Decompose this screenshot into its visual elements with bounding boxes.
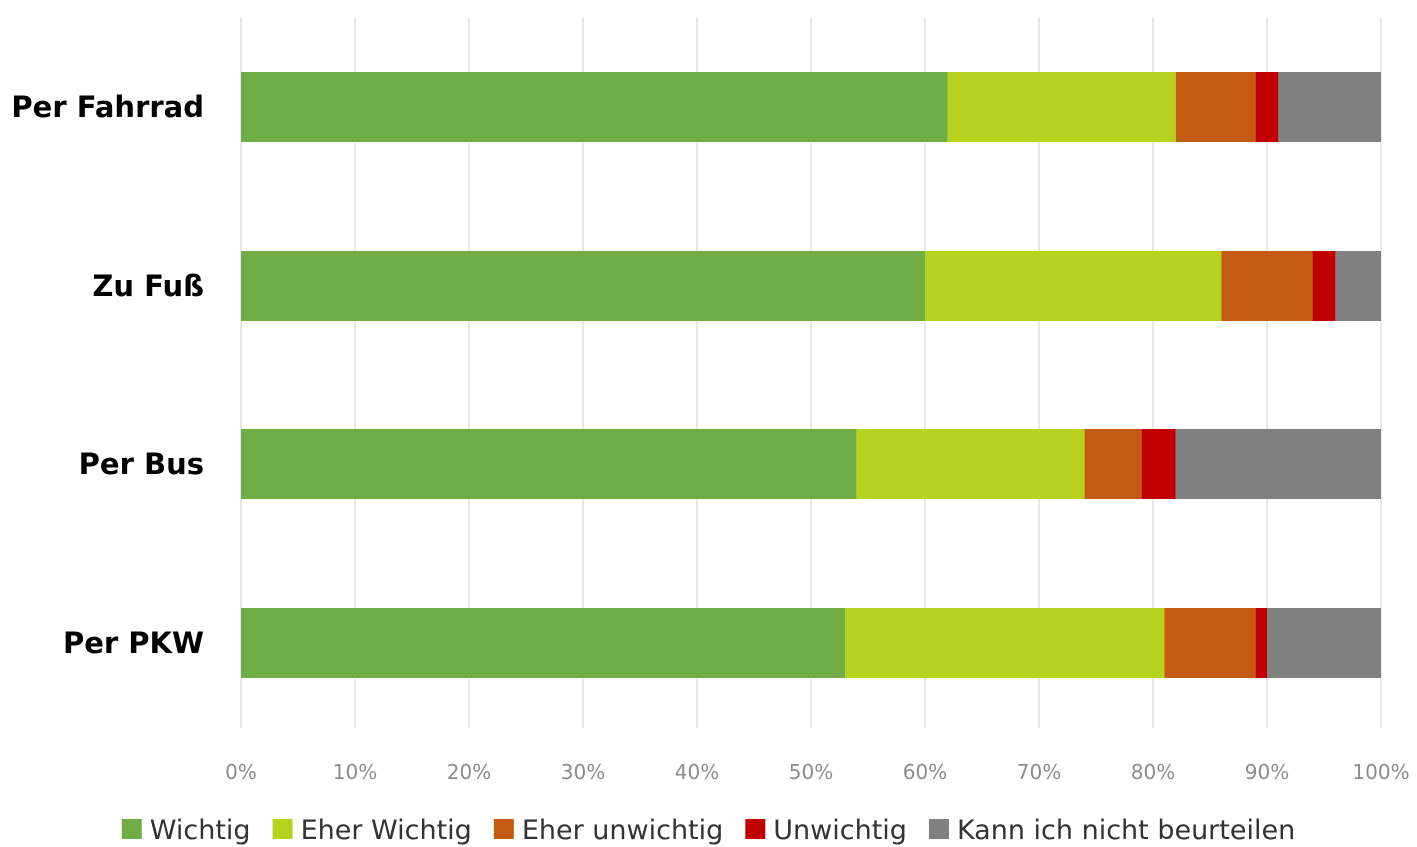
legend-item-1: Eher Wichtig xyxy=(272,815,472,846)
x-tick-label: 90% xyxy=(1245,760,1289,784)
x-tick-label: 30% xyxy=(561,760,605,784)
x-tick-label: 100% xyxy=(1352,760,1409,784)
legend-label: Eher unwichtig xyxy=(522,815,723,846)
x-tick-label: 50% xyxy=(789,760,833,784)
bar-segment-1-1 xyxy=(925,251,1222,321)
bar-segment-2-0 xyxy=(241,429,857,499)
bar-segment-1-3 xyxy=(1312,251,1336,321)
legend-item-0: Wichtig xyxy=(121,815,251,846)
x-tick-label: 70% xyxy=(1017,760,1061,784)
legend-swatch xyxy=(121,819,142,839)
bar-segment-3-0 xyxy=(241,608,846,678)
legend-item-4: Kann ich nicht beurteilen xyxy=(928,815,1295,846)
category-labels: Per Fahrrad Zu Fuß Per Bus Per PKW xyxy=(11,90,204,660)
bar-segment-1-0 xyxy=(241,251,925,321)
bar-segment-0-1 xyxy=(947,72,1176,142)
x-tick-label: 0% xyxy=(225,760,257,784)
bar-segment-2-1 xyxy=(856,429,1085,499)
legend-label: Wichtig xyxy=(150,815,251,846)
legend-swatch xyxy=(745,819,766,839)
bar-segment-0-0 xyxy=(241,72,948,142)
bar-segment-3-3 xyxy=(1255,608,1267,678)
bar-segment-0-4 xyxy=(1278,72,1381,142)
bar-segment-2-2 xyxy=(1084,429,1142,499)
bar-segment-2-4 xyxy=(1175,429,1381,499)
legend-label: Eher Wichtig xyxy=(301,815,472,846)
x-tick-label: 60% xyxy=(903,760,947,784)
x-axis-tick-labels: 0% 10% 20% 30% 40% 50% 60% 70% 80% 90% 100% xyxy=(225,760,1409,784)
bar-segment-3-1 xyxy=(845,608,1165,678)
bar-segment-2-3 xyxy=(1141,429,1176,499)
legend-swatch xyxy=(928,819,949,839)
category-label: Per Bus xyxy=(79,447,204,481)
legend-swatch xyxy=(272,819,293,839)
legend-label: Unwichtig xyxy=(773,815,907,846)
legend: Wichtig Eher Wichtig Eher unwichtig Unwicht… xyxy=(121,815,1295,846)
bar-segment-1-4 xyxy=(1335,251,1381,321)
x-tick-label: 20% xyxy=(447,760,491,784)
bar-segment-3-2 xyxy=(1164,608,1256,678)
bar-segment-0-3 xyxy=(1255,72,1279,142)
bar-segment-0-2 xyxy=(1175,72,1256,142)
category-label: Per PKW xyxy=(63,626,204,660)
category-label: Zu Fuß xyxy=(92,269,204,303)
x-tick-label: 10% xyxy=(333,760,377,784)
legend-item-3: Unwichtig xyxy=(745,815,907,846)
legend-item-2: Eher unwichtig xyxy=(493,815,723,846)
bars xyxy=(241,72,1381,678)
bar-segment-3-4 xyxy=(1267,608,1381,678)
bar-segment-1-2 xyxy=(1221,251,1313,321)
x-tick-label: 40% xyxy=(675,760,719,784)
legend-swatch xyxy=(493,819,514,839)
legend-label: Kann ich nicht beurteilen xyxy=(957,815,1295,846)
category-label: Per Fahrrad xyxy=(11,90,204,124)
x-tick-label: 80% xyxy=(1131,760,1175,784)
